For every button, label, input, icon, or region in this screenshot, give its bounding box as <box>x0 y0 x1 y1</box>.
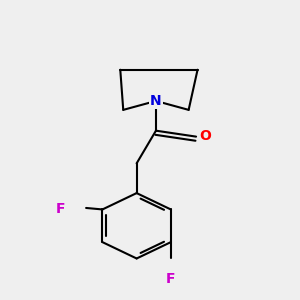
Text: O: O <box>199 129 211 143</box>
Text: N: N <box>150 94 162 108</box>
Text: F: F <box>56 202 66 216</box>
Text: F: F <box>166 272 176 286</box>
